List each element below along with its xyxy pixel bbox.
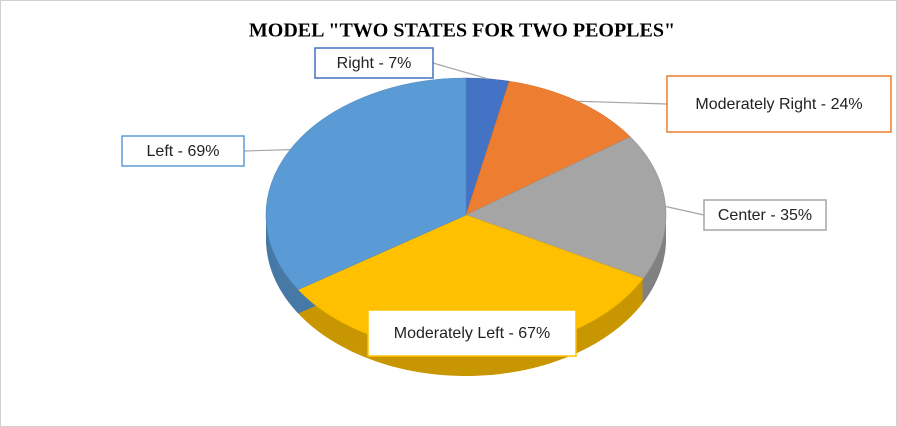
chart-title: MODEL "TWO STATES FOR TWO PEOPLES": [249, 20, 675, 42]
data-label: Center - 35%: [718, 207, 812, 224]
label-box: [666, 75, 892, 133]
data-label: Right - 7%: [337, 55, 412, 72]
slice: [465, 136, 667, 279]
label-box: [314, 47, 434, 79]
data-label: Moderately Right - 24%: [695, 96, 862, 113]
label-box: [367, 309, 577, 357]
slice: [265, 77, 467, 290]
leader-line: [432, 62, 488, 80]
slice: [465, 80, 631, 216]
data-label: Moderately Left - 67%: [394, 325, 551, 342]
data-label: Left - 69%: [147, 143, 220, 160]
label-box: [121, 135, 245, 167]
leader-line: [243, 148, 291, 152]
leader-line: [577, 100, 668, 105]
label-box: [703, 199, 827, 231]
leader-line: [665, 205, 705, 216]
